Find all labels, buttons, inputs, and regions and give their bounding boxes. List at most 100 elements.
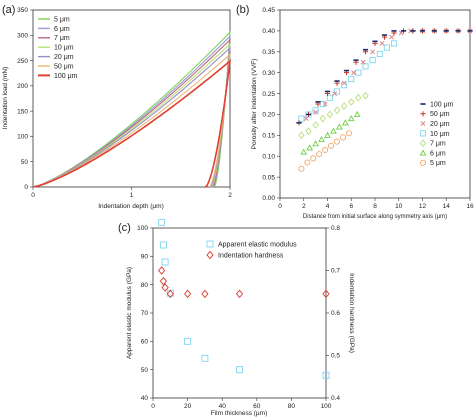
chart-b-data-point [355, 93, 362, 102]
chart-b-data-point [298, 131, 305, 140]
chart-b-data-point [390, 40, 398, 47]
chart-b-data-point [345, 130, 352, 137]
chart-a-ytick-label: 300 [17, 32, 28, 39]
chart-c-ytick-label: 50 [141, 367, 149, 374]
chart-c-hardness-point [235, 289, 244, 299]
chart-b-data-point [351, 70, 357, 76]
chart-b-data-point [322, 146, 329, 154]
chart-b-data-point [336, 123, 343, 130]
chart-b-ytick-label: 0.15 [262, 133, 275, 140]
chart-c-legend-marker [206, 240, 214, 248]
chart-a-series-line [32, 53, 231, 188]
chart-b-data-point [326, 110, 334, 119]
chart-b-ytick-label: 0.20 [262, 112, 275, 119]
chart-c-legend-marker [206, 250, 214, 260]
chart-b-legend-label: 20 μm [430, 121, 450, 128]
chart-b: 0.00 0.05 0.10 0.15 0.20 0.25 0.30 0.35 0.40 0.45… [251, 7, 474, 220]
chart-a-xtick-label: 1 [130, 192, 134, 199]
chart-c-xtick-label: 100 [321, 403, 332, 410]
chart-b-xtick-label: 16 [466, 203, 474, 210]
chart-a-ytick-label: 100 [17, 134, 28, 141]
chart-c-modulus-point [184, 337, 192, 345]
chart-b-legend-label: 7 μm [430, 141, 446, 148]
chart-b-data-point [312, 140, 319, 147]
chart-b-data-point [341, 119, 349, 126]
chart-b-data-point [332, 91, 338, 96]
chart-c-y2tick-label: 0.7 [331, 268, 340, 275]
chart-c-modulus-point [201, 354, 209, 362]
chart-b-xtick-label: 4 [326, 203, 330, 210]
chart-b-xtick-label: 12 [419, 203, 427, 210]
chart-a-ytick-label: 0 [24, 184, 28, 191]
chart-b-data-point [310, 155, 317, 162]
chart-b-data-point [360, 59, 366, 65]
chart-b-ytick-label: 0.40 [262, 28, 275, 35]
chart-c-xtick-label: 20 [184, 403, 192, 410]
chart-b-data-point [339, 134, 346, 141]
chart-c-xtick-label: 80 [288, 403, 296, 410]
chart-c-modulus-point [236, 366, 243, 374]
chart-c-ytick-label: 40 [141, 395, 149, 402]
chart-c-hardness-point [159, 276, 167, 286]
chart-c-ylabel: Apparent elastic modulus (GPa) [126, 267, 133, 359]
chart-b-data-point [355, 69, 362, 76]
chart-c-hardness-point [201, 289, 209, 299]
chart-c-hardness-point [184, 289, 192, 299]
chart-a-legend-label: 50 μm [54, 63, 74, 70]
chart-c-xtick-label: 40 [219, 403, 227, 410]
chart-b-data-point [362, 91, 369, 100]
chart-b-data-point [298, 115, 305, 122]
chart-b-data-point [370, 49, 376, 55]
chart-b-data-point [330, 127, 337, 134]
chart-c-modulus-point [159, 241, 167, 249]
chart-b-data-point [313, 109, 319, 115]
chart-b-data-point [326, 94, 333, 101]
chart-b-data-point [324, 131, 331, 138]
chart-b-data-point [376, 50, 383, 57]
chart-b-data-point [347, 115, 355, 122]
chart-b-data-point [304, 159, 311, 166]
chart-a-xtick-label: 0 [31, 192, 35, 199]
chart-b-data-point [300, 148, 308, 155]
chart-c-hardness-point [166, 289, 174, 299]
chart-c-ytick-label: 60 [141, 339, 149, 346]
chart-b-legend-label: 50 μm [430, 111, 450, 118]
chart-c-y2tick-label: 0.6 [331, 310, 340, 317]
chart-c-modulus-point [161, 258, 169, 266]
chart-b-data-point [379, 40, 385, 46]
chart-c-ytick-label: 70 [141, 310, 149, 317]
chart-b-data-point [362, 63, 369, 70]
chart-a-ytick-label: 50 [21, 159, 29, 166]
chart-a-legend-label: 20 μm [54, 54, 74, 61]
chart-a-legend-label: 10 μm [54, 45, 74, 52]
chart-b-ytick-label: 0.10 [262, 153, 275, 160]
chart-c-legend-label: Apparent elastic modulus [218, 242, 297, 249]
chart-b-xtick-label: 8 [373, 203, 377, 210]
chart-a-legend-label: 6 μm [54, 26, 70, 33]
chart-a-ytick-label: 150 [17, 108, 28, 115]
chart-b-data-point [303, 116, 309, 122]
chart-b-data-point [340, 102, 348, 110]
chart-b-data-point [333, 88, 341, 95]
chart-b-data-point [389, 34, 395, 40]
chart-c-hardness-point [161, 283, 169, 292]
chart-a-ytick-label: 350 [17, 7, 28, 14]
chart-b-legend-label: 5 μm [430, 160, 446, 167]
chart-b-data-point [322, 101, 328, 107]
chart-b-ytick-label: 0.30 [262, 70, 275, 77]
chart-b-data-point [383, 44, 390, 51]
chart-b-ytick-label: 0.45 [262, 7, 275, 14]
chart-b-ytick-label: 0.00 [262, 195, 275, 202]
chart-c-ytick-label: 80 [141, 282, 149, 289]
chart-a-xtick-label: 2 [228, 192, 232, 199]
chart-b-ytick-label: 0.25 [262, 91, 275, 98]
chart-b-legend-marker [419, 130, 427, 137]
chart-b-legend-label: 6 μm [430, 150, 446, 157]
chart-c-y2tick-label: 0.5 [331, 353, 340, 360]
chart-b-data-point [312, 121, 319, 129]
chart-b-xlabel: Distance from initial surface along symm… [303, 214, 447, 220]
chart-b-data-point [298, 165, 305, 172]
chart-a-legend-label: 7 μm [54, 35, 70, 42]
